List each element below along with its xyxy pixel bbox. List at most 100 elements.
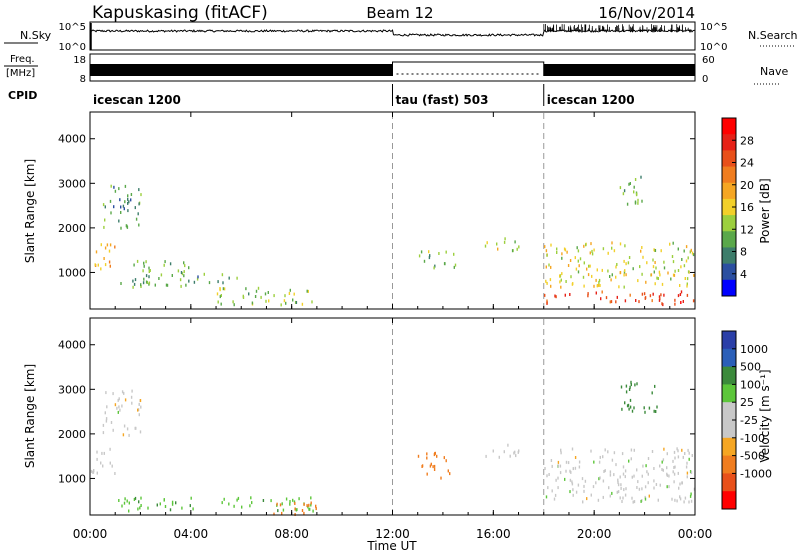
echo-cell — [504, 237, 506, 241]
cpid-segment-label: icescan 1200 — [547, 93, 635, 107]
echo-cell — [688, 451, 690, 455]
echo-cell — [593, 248, 595, 252]
echo-cell — [237, 496, 240, 500]
echo-cell — [147, 506, 149, 510]
colorbar-segment — [722, 118, 736, 135]
echo-cell — [572, 493, 574, 497]
colorbar-tick-label: 8 — [740, 246, 747, 259]
echo-cell — [634, 178, 637, 181]
echo-cell — [545, 249, 548, 253]
echo-cell — [289, 500, 291, 503]
echo-cell — [443, 456, 445, 460]
echo-cell — [545, 265, 547, 269]
nsky-tick-bottom: 10^0 — [59, 42, 86, 53]
echo-cell — [223, 287, 226, 291]
echo-cell — [105, 419, 108, 423]
echo-cell — [569, 469, 571, 473]
echo-cell — [681, 258, 683, 261]
echo-cell — [145, 280, 148, 284]
echo-cell — [110, 211, 112, 215]
echo-cell — [607, 450, 609, 454]
echo-cell — [673, 450, 676, 454]
echo-cell — [610, 278, 612, 282]
echo-cell — [175, 501, 177, 505]
x-axis: 00:00 04:00 08:00 12:00 16:00 20:00 00:00 — [73, 112, 712, 541]
echo-cell — [90, 469, 93, 473]
echo-cell — [96, 457, 98, 461]
echo-cell — [120, 211, 122, 214]
echo-cell — [602, 495, 604, 499]
echo-cell — [616, 295, 618, 299]
echo-cell — [165, 283, 168, 287]
echo-cell — [598, 283, 600, 287]
echo-cell — [208, 281, 211, 285]
station-title: Kapuskasing (fitACF) — [92, 3, 268, 23]
colorbar-tick-label: 12 — [740, 223, 754, 236]
echo-cell — [516, 247, 518, 251]
echo-cell — [228, 502, 230, 506]
echo-cell — [662, 468, 664, 472]
echo-cell — [183, 261, 185, 265]
echo-cell — [624, 244, 626, 248]
echo-cell — [102, 464, 104, 468]
echo-cell — [294, 507, 296, 511]
echo-cell — [678, 486, 680, 490]
echo-cell — [554, 294, 556, 298]
echo-cell — [591, 249, 593, 253]
echo-cell — [651, 450, 654, 453]
echo-cell — [622, 496, 624, 500]
echo-cell — [280, 303, 282, 307]
echo-cell — [623, 259, 625, 263]
echo-cell — [661, 460, 663, 464]
echo-cell — [453, 252, 455, 256]
colorbar-segment — [722, 473, 736, 492]
echo-cell — [616, 490, 618, 494]
echo-cell — [309, 507, 311, 511]
echo-cell — [429, 254, 431, 258]
echo-cell — [576, 246, 578, 250]
colorbar-segment — [722, 437, 736, 457]
freq-band-block — [90, 64, 393, 76]
echo-cell — [554, 493, 557, 497]
colorbar-segment — [722, 247, 736, 265]
echo-cell — [633, 185, 635, 189]
echo-cell — [96, 450, 98, 454]
echo-cell — [496, 242, 498, 246]
echo-cell — [105, 391, 107, 395]
echo-cell — [609, 470, 612, 474]
echo-cell — [137, 408, 139, 412]
echo-cell — [673, 480, 675, 484]
echo-cell — [644, 485, 647, 489]
echo-cell — [185, 283, 187, 287]
echo-cell — [669, 242, 671, 246]
echo-cell — [683, 500, 685, 504]
echo-cell — [661, 302, 663, 306]
echo-cell — [197, 275, 199, 279]
echo-cell — [550, 284, 552, 288]
echo-cell — [447, 469, 449, 473]
echo-cell — [629, 293, 631, 297]
echo-cell — [547, 486, 549, 490]
echo-cell — [104, 263, 107, 267]
colorbar-segment — [722, 331, 736, 350]
echo-cell — [544, 467, 546, 470]
echo-cell — [127, 209, 129, 213]
echo-cell — [679, 482, 681, 486]
echo-cell — [617, 483, 620, 487]
colorbar-segment — [722, 198, 736, 216]
echo-cell — [571, 482, 574, 486]
echo-cell — [653, 270, 655, 274]
colorbar-tick-label: 500 — [740, 361, 761, 374]
echo-cell — [127, 197, 129, 201]
echo-cell — [123, 207, 125, 211]
echo-cell — [109, 199, 112, 203]
echo-cell — [607, 251, 609, 255]
echo-cell — [657, 277, 659, 280]
echo-cell — [663, 447, 665, 451]
echo-cell — [135, 217, 138, 221]
echo-cell — [624, 269, 626, 273]
echo-cell — [289, 502, 291, 506]
echo-cell — [254, 295, 257, 298]
echo-cell — [652, 258, 654, 262]
echo-cell — [282, 508, 285, 512]
